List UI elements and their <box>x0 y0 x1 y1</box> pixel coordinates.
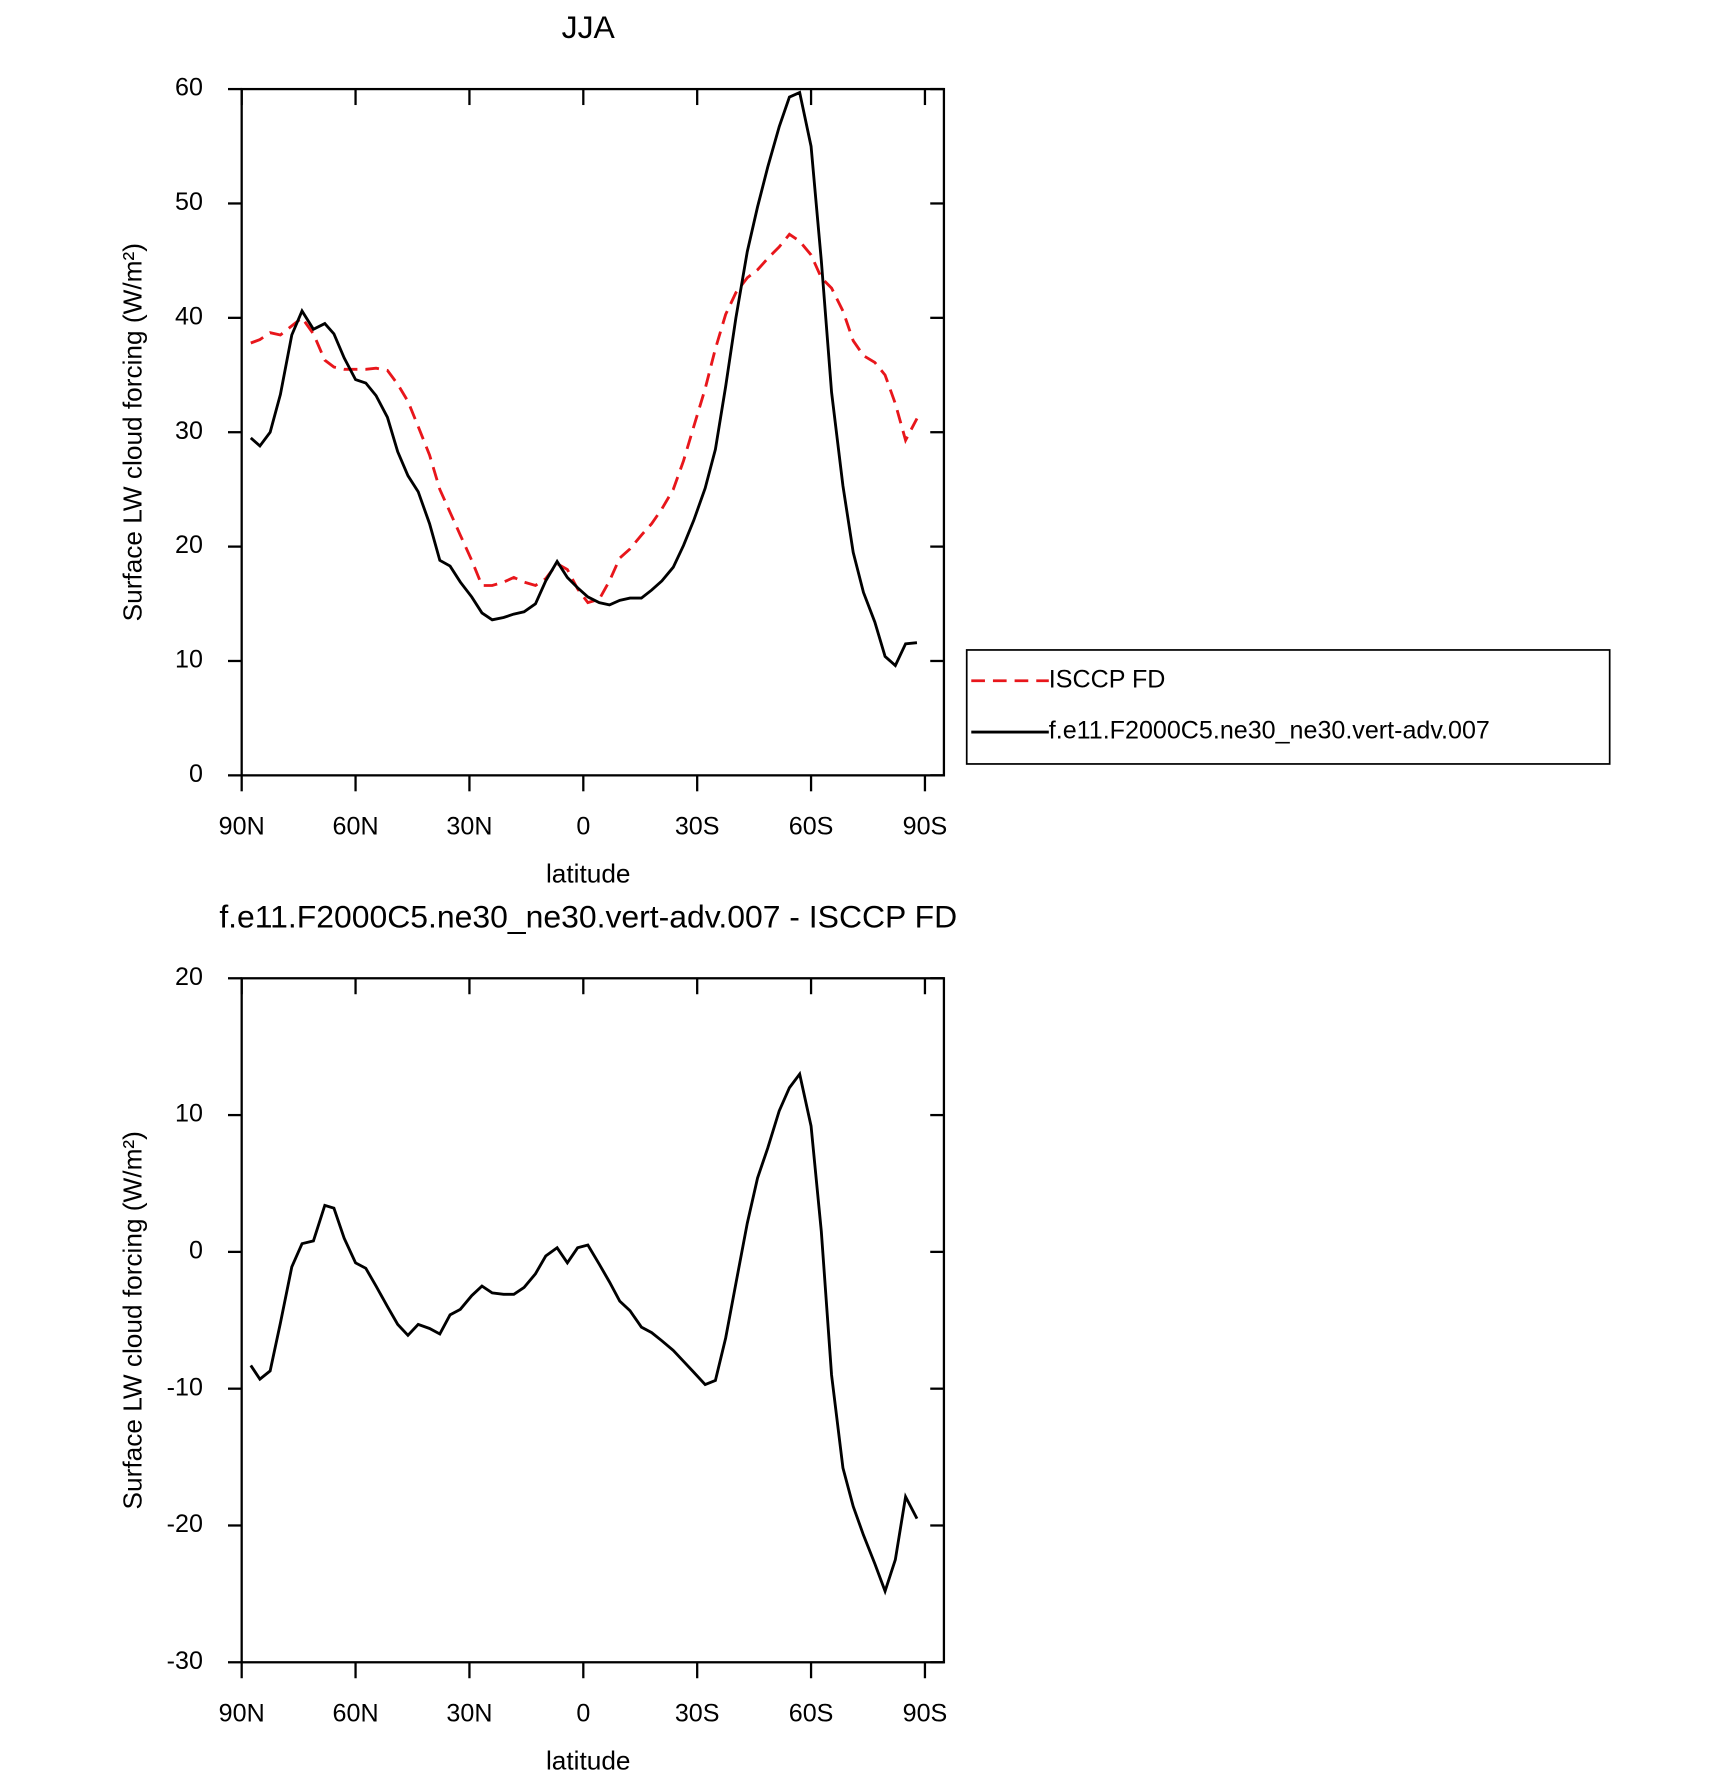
x-tick-label: 90S <box>903 1699 948 1727</box>
legend: ISCCP FD f.e11.F2000C5.ne30_ne30.vert-adv… <box>965 649 1611 765</box>
y-tick-label: 40 <box>175 302 203 330</box>
x-tick-label: 60S <box>789 1699 834 1727</box>
panel: f.e11.F2000C5.ne30_ne30.vert-adv.007 - I… <box>117 898 957 1775</box>
series-line <box>249 1070 919 1596</box>
x-tick-label: 0 <box>576 812 590 840</box>
y-tick-label: -10 <box>167 1373 203 1401</box>
y-tick-label: 10 <box>175 646 203 674</box>
plot-frame <box>240 87 946 777</box>
x-tick-label: 30N <box>446 1699 492 1727</box>
y-tick-label: 0 <box>189 760 203 788</box>
legend-label: f.e11.F2000C5.ne30_ne30.vert-adv.007 <box>1049 717 1490 745</box>
legend-label: ISCCP FD <box>1049 665 1166 693</box>
legend-box <box>965 649 1611 765</box>
x-tick-label: 30S <box>675 1699 720 1727</box>
x-axis-label: latitude <box>546 1746 631 1776</box>
x-axis-label: latitude <box>546 859 631 889</box>
y-tick-label: 50 <box>175 188 203 216</box>
y-axis-label: Surface LW cloud forcing (W/m²) <box>117 1131 147 1509</box>
x-tick-label: 60S <box>789 812 834 840</box>
y-tick-label: -20 <box>167 1510 203 1538</box>
y-tick-label: 20 <box>175 963 203 991</box>
x-tick-label: 90S <box>903 812 948 840</box>
plot-frame <box>240 977 946 1664</box>
y-tick-label: 0 <box>189 1237 203 1265</box>
x-tick-label: 30S <box>675 812 720 840</box>
x-tick-label: 60N <box>333 812 379 840</box>
x-tick-label: 60N <box>333 1699 379 1727</box>
y-tick-label: -30 <box>167 1647 203 1675</box>
y-tick-label: 20 <box>175 531 203 559</box>
x-tick-label: 30N <box>446 812 492 840</box>
y-tick-label: 30 <box>175 417 203 445</box>
panel: JJA latitude Surface LW cloud forcing (W/m… <box>117 9 1611 889</box>
chart-title: JJA <box>562 9 616 45</box>
x-tick-label: 0 <box>576 1699 590 1727</box>
series-line <box>250 232 919 605</box>
series-line <box>249 90 918 668</box>
y-axis-label: Surface LW cloud forcing (W/m²) <box>117 243 147 621</box>
y-tick-label: 60 <box>175 74 203 102</box>
x-tick-label: 90N <box>219 812 265 840</box>
x-tick-label: 90N <box>219 1699 265 1727</box>
chart-title: f.e11.F2000C5.ne30_ne30.vert-adv.007 - I… <box>219 898 957 934</box>
y-tick-label: 10 <box>175 1100 203 1128</box>
